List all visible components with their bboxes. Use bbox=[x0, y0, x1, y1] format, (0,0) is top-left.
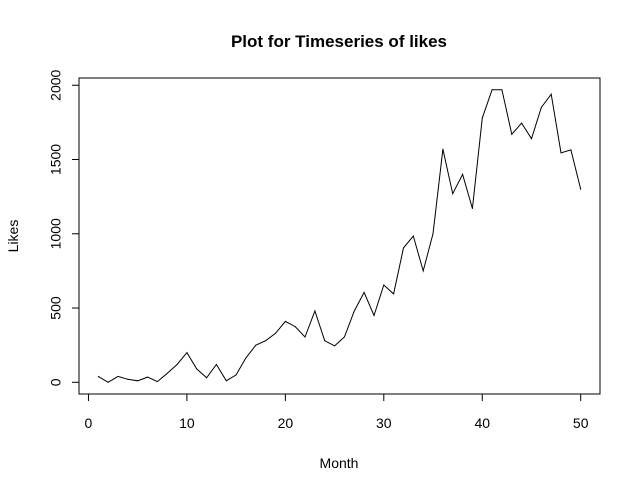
y-tick-label: 1000 bbox=[48, 218, 64, 249]
data-point bbox=[501, 89, 503, 91]
data-point bbox=[580, 188, 582, 190]
data-point bbox=[412, 235, 414, 237]
data-point bbox=[107, 381, 109, 383]
y-axis-label: Likes bbox=[5, 220, 21, 253]
data-point bbox=[117, 375, 119, 377]
data-point bbox=[363, 291, 365, 293]
y-axis: 0 500 1000 1500 2000 bbox=[48, 69, 80, 386]
data-point bbox=[176, 363, 178, 365]
x-tick-label: 0 bbox=[85, 415, 93, 431]
x-axis-label: Month bbox=[320, 455, 359, 471]
data-point bbox=[235, 374, 237, 376]
data-point bbox=[343, 336, 345, 338]
y-tick-label: 500 bbox=[48, 296, 64, 320]
data-point bbox=[127, 378, 129, 380]
x-tick-label: 10 bbox=[179, 415, 195, 431]
data-point bbox=[275, 332, 277, 334]
data-point bbox=[225, 380, 227, 382]
data-point bbox=[156, 381, 158, 383]
series-line bbox=[98, 89, 582, 383]
y-tick-label: 1500 bbox=[48, 144, 64, 175]
data-point bbox=[540, 107, 542, 109]
data-point bbox=[530, 138, 532, 140]
data-point bbox=[294, 326, 296, 328]
data-point bbox=[422, 270, 424, 272]
data-point bbox=[186, 352, 188, 354]
data-point bbox=[245, 357, 247, 359]
data-point bbox=[521, 122, 523, 124]
data-point bbox=[491, 89, 493, 91]
data-point bbox=[206, 377, 208, 379]
data-point bbox=[560, 152, 562, 154]
y-tick-label: 0 bbox=[48, 378, 64, 386]
data-point bbox=[511, 133, 513, 135]
data-point bbox=[570, 149, 572, 151]
chart-title: Plot for Timeseries of likes bbox=[231, 32, 447, 51]
x-tick-label: 50 bbox=[573, 415, 589, 431]
data-point bbox=[137, 380, 139, 382]
data-point bbox=[353, 310, 355, 312]
data-point bbox=[215, 363, 217, 365]
data-point bbox=[550, 93, 552, 95]
data-point bbox=[373, 314, 375, 316]
y-tick-label: 2000 bbox=[48, 69, 64, 100]
data-point bbox=[166, 372, 168, 374]
data-point bbox=[265, 340, 267, 342]
data-point bbox=[255, 344, 257, 346]
x-axis: 0 10 20 30 40 50 bbox=[85, 393, 589, 431]
data-point bbox=[442, 148, 444, 150]
data-point bbox=[383, 284, 385, 286]
data-point bbox=[147, 376, 149, 378]
data-point bbox=[471, 208, 473, 210]
series-layer bbox=[97, 89, 582, 383]
data-point bbox=[393, 293, 395, 295]
data-point bbox=[432, 233, 434, 235]
data-point bbox=[452, 193, 454, 195]
data-point bbox=[196, 368, 198, 370]
data-point bbox=[402, 247, 404, 249]
data-point bbox=[304, 336, 306, 338]
data-point bbox=[462, 173, 464, 175]
data-point bbox=[314, 310, 316, 312]
x-tick-label: 40 bbox=[474, 415, 490, 431]
plot-area-frame bbox=[78, 77, 601, 395]
x-tick-label: 30 bbox=[376, 415, 392, 431]
data-point bbox=[334, 345, 336, 347]
data-point bbox=[97, 375, 99, 377]
data-point bbox=[284, 320, 286, 322]
data-point bbox=[481, 117, 483, 119]
x-tick-label: 20 bbox=[278, 415, 294, 431]
data-point bbox=[324, 340, 326, 342]
